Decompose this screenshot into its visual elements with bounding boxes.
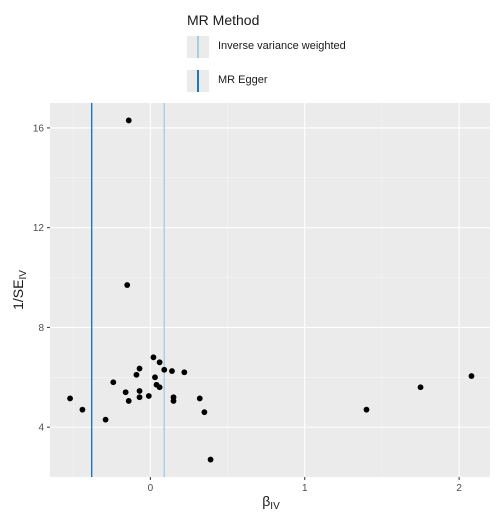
- data-point: [156, 359, 163, 366]
- legend-key-egger: [187, 70, 209, 92]
- data-point: [136, 394, 143, 401]
- data-point: [136, 388, 143, 394]
- y-tick-label: 16: [33, 123, 45, 134]
- data-point: [201, 409, 208, 416]
- x-tick-label: 0: [148, 483, 154, 494]
- legend: MR Method Inverse variance weighted MR E…: [187, 12, 427, 92]
- legend-line-ivw: [197, 36, 199, 58]
- data-point: [125, 117, 132, 124]
- data-point: [125, 398, 132, 404]
- data-point: [417, 384, 424, 391]
- y-axis-ticks: 4 8 12 16: [33, 123, 50, 434]
- method-lines: [90, 103, 165, 477]
- legend-item-egger: MR Egger: [187, 70, 427, 92]
- data-points: [67, 117, 475, 463]
- x-axis-ticks: 0 1 2: [148, 477, 462, 494]
- data-point: [156, 384, 163, 391]
- data-point: [152, 374, 158, 381]
- data-point: [150, 354, 157, 361]
- x-axis-title: βIV: [262, 493, 280, 512]
- legend-item-ivw: Inverse variance weighted: [187, 36, 427, 58]
- major-gridlines: [50, 103, 490, 477]
- data-point: [67, 395, 73, 402]
- legend-title: MR Method: [187, 12, 260, 28]
- data-point: [363, 406, 370, 413]
- data-point: [161, 366, 168, 373]
- x-tick-label: 1: [302, 483, 308, 494]
- data-point: [169, 368, 175, 374]
- y-tick-label: 8: [38, 323, 44, 334]
- data-point: [468, 373, 475, 379]
- data-point: [133, 371, 140, 378]
- data-point: [124, 282, 131, 288]
- data-point: [181, 369, 188, 376]
- y-axis-title: 1/SEIV: [10, 270, 29, 310]
- minor-gridlines: [50, 103, 490, 478]
- x-tick-label: 2: [456, 483, 462, 494]
- data-point: [136, 365, 143, 372]
- legend-line-egger: [197, 70, 199, 92]
- data-point: [122, 389, 129, 396]
- y-tick-label: 4: [38, 423, 44, 434]
- legend-label-ivw: Inverse variance weighted: [218, 40, 346, 52]
- data-point: [102, 416, 109, 423]
- data-point: [207, 456, 214, 463]
- data-point: [110, 379, 117, 386]
- legend-key-ivw: [187, 36, 209, 58]
- data-point: [79, 406, 86, 413]
- y-tick-label: 12: [33, 223, 45, 234]
- data-point: [170, 398, 177, 404]
- legend-label-egger: MR Egger: [218, 74, 268, 86]
- data-point: [196, 395, 203, 402]
- data-point: [145, 393, 152, 399]
- plot-panel: [50, 103, 490, 477]
